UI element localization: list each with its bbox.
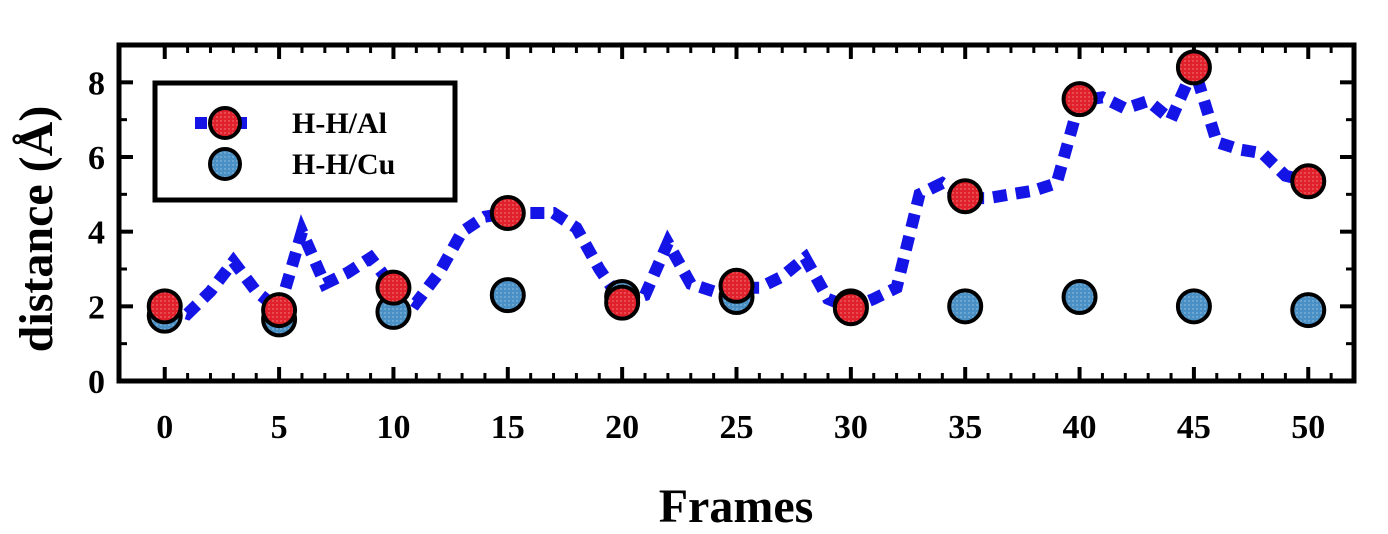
legend: H-H/Al H-H/Cu	[152, 80, 458, 203]
legend-marker-cu	[208, 147, 242, 181]
x-tick-label: 15	[491, 409, 525, 446]
x-tick-label: 0	[156, 409, 173, 446]
y-tick-label: 0	[88, 364, 105, 401]
data-point-h-h-cu	[1175, 288, 1212, 325]
x-tick-label: 30	[834, 409, 868, 446]
data-point-h-h-al	[489, 195, 526, 231]
x-tick-label: 50	[1291, 409, 1325, 446]
data-point-h-h-al	[1290, 163, 1327, 200]
data-point-h-h-al	[146, 288, 183, 325]
y-tick-label: 8	[88, 65, 105, 102]
series-line-h-h-al	[162, 50, 1310, 321]
data-point-h-h-cu	[947, 288, 984, 325]
y-tick-label: 4	[88, 215, 105, 252]
x-tick-label: 35	[948, 409, 982, 446]
data-point-h-h-al	[261, 292, 298, 329]
data-point-h-h-al	[947, 178, 984, 215]
data-point-h-h-al	[832, 290, 869, 327]
x-tick-label: 45	[1177, 409, 1211, 446]
data-point-h-h-cu	[1061, 279, 1098, 315]
data-point-h-h-al	[1175, 49, 1212, 86]
x-tick-label: 20	[605, 409, 639, 446]
data-point-h-h-al	[375, 269, 412, 306]
x-axis-title: Frames	[659, 480, 814, 533]
data-point-h-h-al	[1061, 81, 1098, 118]
legend-label-cu: H-H/Cu	[292, 148, 395, 181]
x-tick-label: 10	[376, 409, 410, 446]
series-layer	[146, 49, 1327, 338]
x-tick-label: 40	[1063, 409, 1097, 446]
y-tick-label: 2	[88, 289, 105, 326]
y-tick-label: 6	[88, 140, 105, 177]
legend-label-al: H-H/Al	[292, 107, 387, 140]
y-axis-ticks: 0 2 4 6 8	[88, 65, 1354, 401]
legend-marker-al	[208, 106, 242, 140]
y-axis-title: distance (Å)	[10, 106, 63, 353]
x-tick-label: 25	[720, 409, 754, 446]
data-point-h-h-cu	[489, 277, 526, 314]
x-tick-label: 5	[271, 409, 288, 446]
data-point-h-h-cu	[1290, 292, 1327, 329]
legend-box	[152, 80, 458, 203]
data-point-h-h-al	[718, 267, 755, 304]
data-point-h-h-al	[604, 284, 641, 321]
